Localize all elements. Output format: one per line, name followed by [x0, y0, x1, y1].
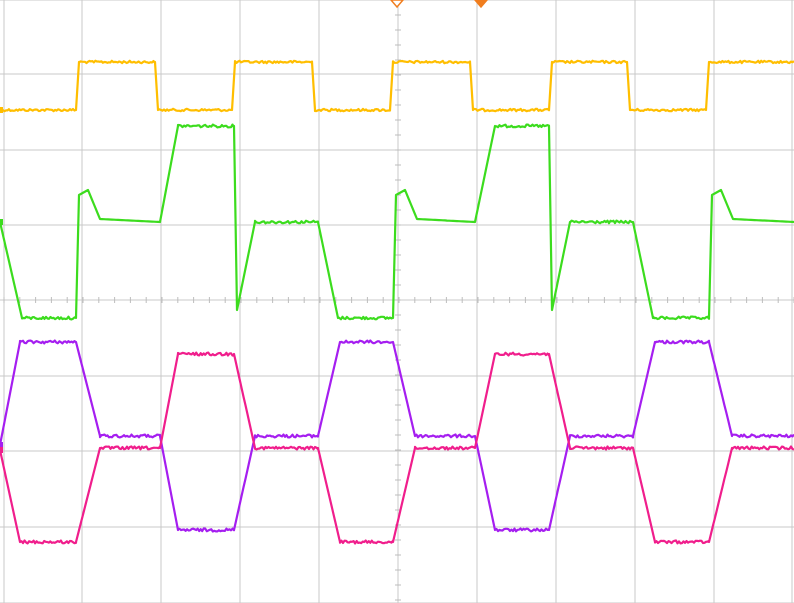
- trigger-markers: [390, 0, 488, 9]
- channel-offset-marker-ch1: [0, 107, 3, 113]
- trace-ch1: [0, 59, 794, 113]
- trigger-level-marker[interactable]: [474, 0, 488, 9]
- channel-offset-marker-ch4: [0, 447, 3, 453]
- channel-offset-marker-ch3: [0, 442, 3, 448]
- channel-offset-marker-ch2: [0, 219, 3, 225]
- waveform-traces: [0, 59, 794, 545]
- trigger-position-marker[interactable]: [390, 0, 404, 9]
- trace-ch3: [0, 339, 794, 533]
- trace-ch4: [0, 351, 794, 545]
- trace-ch2: [0, 123, 794, 321]
